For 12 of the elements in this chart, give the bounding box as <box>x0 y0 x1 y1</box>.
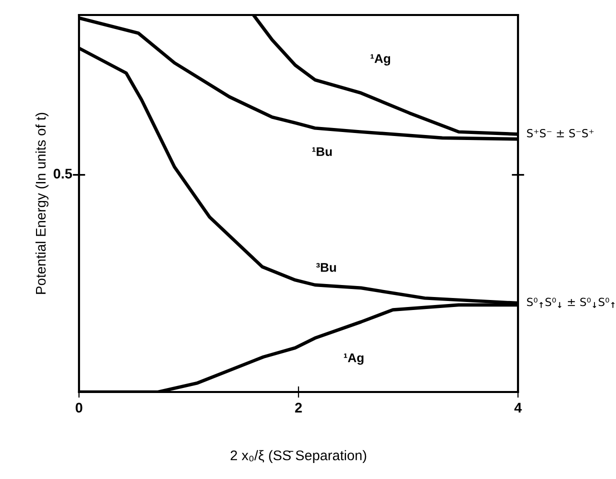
x-axis-title: 2 x₀/ξ (SS̄ Separation) <box>230 450 366 464</box>
annotation: ¹Ag <box>344 353 364 365</box>
text: 0.5 <box>54 168 72 179</box>
x-tick-label: 2 <box>295 402 302 412</box>
y-axis-title: Potential Energy (In units of t) <box>35 112 48 294</box>
annotation: ¹Ag <box>370 54 390 66</box>
annotation: ³Bu <box>316 263 336 272</box>
annotation: S⁺S⁻ ± S⁻S⁺ <box>527 128 594 138</box>
x-tick-label: 4 <box>514 402 522 412</box>
x-tick-label: 0 <box>76 402 82 413</box>
annotation: S⁰$_{↑}$S⁰$_{↓}$ ± S⁰$_{↓}$S⁰$_{↑}$ <box>527 298 615 308</box>
annotation: ¹Bu <box>312 147 332 156</box>
